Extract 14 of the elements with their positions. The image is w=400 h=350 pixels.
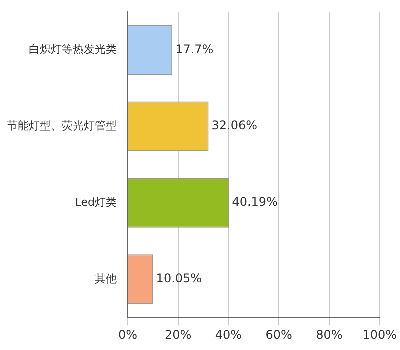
data-label: 10.05% — [156, 272, 202, 286]
data-label: 40.19% — [232, 195, 278, 210]
y-tick-label: 白炽灯等热发光类 — [29, 43, 117, 56]
x-tick-label: 60% — [266, 328, 292, 342]
y-tick-label: 节能灯型、荧光灯管型 — [7, 119, 117, 132]
x-tick-label: 80% — [316, 328, 343, 342]
data-label: 32.06% — [212, 118, 258, 133]
y-tick-label: 其他 — [95, 272, 117, 286]
x-tick-label: 20% — [165, 328, 192, 342]
x-tick-label: 40% — [215, 328, 242, 342]
data-label: 17.7% — [176, 42, 214, 56]
x-tick-label: 100% — [362, 328, 398, 342]
x-tick-label: 0% — [118, 328, 138, 342]
y-tick-label: Led灯类 — [75, 196, 117, 209]
